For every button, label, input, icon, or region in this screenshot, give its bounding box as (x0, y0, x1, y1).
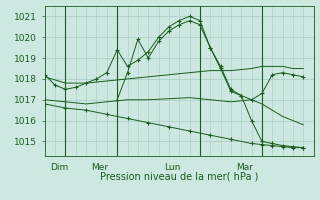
Text: Mar: Mar (236, 163, 253, 172)
Text: Lun: Lun (164, 163, 180, 172)
Text: Mer: Mer (91, 163, 108, 172)
Text: Dim: Dim (50, 163, 68, 172)
X-axis label: Pression niveau de la mer( hPa ): Pression niveau de la mer( hPa ) (100, 172, 258, 182)
